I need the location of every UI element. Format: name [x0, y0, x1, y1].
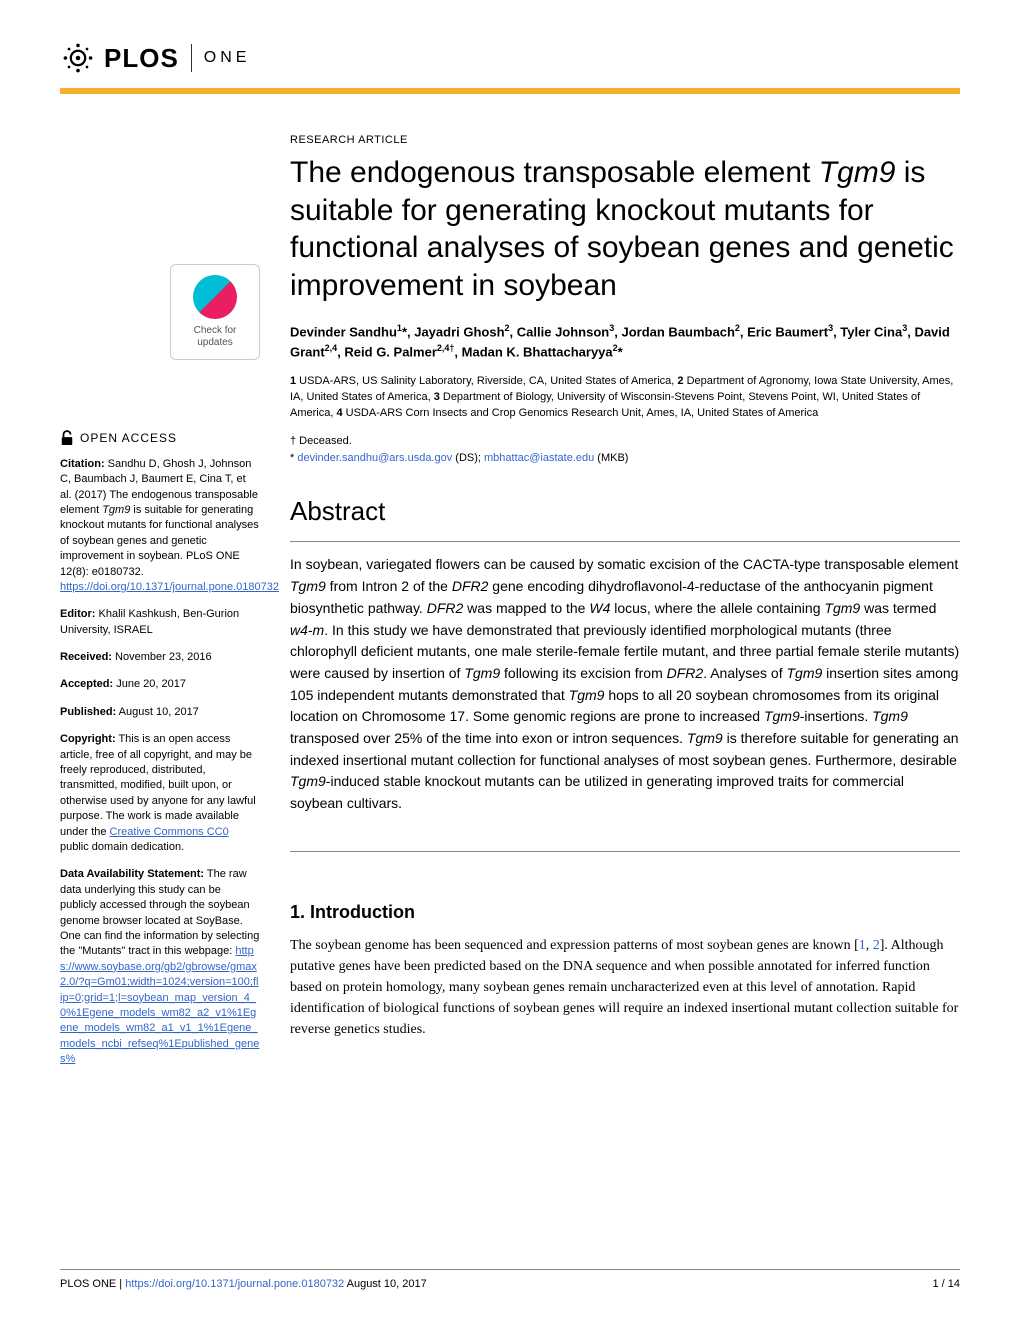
deceased-note: † Deceased.: [290, 433, 960, 450]
copyright-text: This is an open access article, free of …: [60, 733, 256, 837]
abstract-heading: Abstract: [290, 496, 960, 527]
article-title: The endogenous transposable element Tgm9…: [290, 154, 960, 304]
editor-label: Editor:: [60, 608, 95, 620]
header-divider: [191, 44, 192, 72]
abstract-rule-top: [290, 541, 960, 542]
ref-1-link[interactable]: 1: [859, 938, 866, 953]
data-link[interactable]: https://www.soybase.org/gb2/gbrowse/gmax…: [60, 945, 259, 1065]
published-label: Published:: [60, 706, 116, 718]
crossmark-badge[interactable]: Check for updates: [170, 264, 260, 360]
page-footer: PLOS ONE | https://doi.org/10.1371/journ…: [60, 1269, 960, 1290]
intro-paragraph: The soybean genome has been sequenced an…: [290, 935, 960, 1040]
received-text: November 23, 2016: [112, 651, 212, 663]
crossmark-text: Check for updates: [179, 325, 251, 349]
footer-doi-link[interactable]: https://doi.org/10.1371/journal.pone.018…: [125, 1278, 344, 1290]
plos-icon: [60, 40, 96, 76]
article-type: RESEARCH ARTICLE: [290, 134, 960, 146]
sidebar: Check for updates OPEN ACCESS Citation: …: [60, 134, 260, 1079]
citation-doi-link[interactable]: https://doi.org/10.1371/journal.pone.018…: [60, 581, 279, 593]
page-number: 1 / 14: [932, 1278, 960, 1290]
footer-date: August 10, 2017: [344, 1278, 427, 1290]
correspondence: † Deceased. * devinder.sandhu@ars.usda.g…: [290, 433, 960, 466]
data-label: Data Availability Statement:: [60, 868, 204, 880]
section-heading: 1. Introduction: [290, 902, 960, 923]
data-text: The raw data underlying this study can b…: [60, 868, 259, 957]
accepted-text: June 20, 2017: [113, 678, 186, 690]
copyright-tail: public domain dedication.: [60, 841, 184, 853]
main-content: RESEARCH ARTICLE The endogenous transpos…: [290, 134, 960, 1079]
received-block: Received: November 23, 2016: [60, 650, 260, 665]
corr-email-1[interactable]: devinder.sandhu@ars.usda.gov: [297, 452, 452, 464]
copyright-label: Copyright:: [60, 733, 116, 745]
crossmark-icon: [193, 275, 237, 319]
plos-wordmark: PLOS: [104, 43, 179, 74]
abstract-body: In soybean, variegated flowers can be ca…: [290, 554, 960, 832]
cc0-link[interactable]: Creative Commons CC0: [110, 826, 229, 838]
open-access-label: OPEN ACCESS: [80, 430, 177, 447]
journal-name: ONE: [204, 49, 251, 67]
journal-header: PLOS ONE: [60, 40, 960, 76]
citation-text: Sandhu D, Ghosh J, Johnson C, Baumbach J…: [60, 458, 259, 578]
citation-label: Citation:: [60, 458, 105, 470]
ref-2-link[interactable]: 2: [873, 938, 880, 953]
footer-journal: PLOS ONE |: [60, 1278, 125, 1290]
affiliations: 1 USDA-ARS, US Salinity Laboratory, Rive…: [290, 374, 960, 422]
received-label: Received:: [60, 651, 112, 663]
corr-email-2[interactable]: mbhattac@iastate.edu: [484, 452, 594, 464]
lock-open-icon: [60, 430, 74, 446]
plos-logo: PLOS: [60, 40, 179, 76]
data-availability-block: Data Availability Statement: The raw dat…: [60, 867, 260, 1067]
abstract-rule-bottom: [290, 851, 960, 852]
editor-block: Editor: Khalil Kashkush, Ben-Gurion Univ…: [60, 607, 260, 638]
copyright-block: Copyright: This is an open access articl…: [60, 732, 260, 855]
published-text: August 10, 2017: [116, 706, 199, 718]
accepted-label: Accepted:: [60, 678, 113, 690]
author-list: Devinder Sandhu1*, Jayadri Ghosh2, Calli…: [290, 322, 960, 362]
accepted-block: Accepted: June 20, 2017: [60, 677, 260, 692]
citation-block: Citation: Sandhu D, Ghosh J, Johnson C, …: [60, 457, 260, 596]
open-access-badge: OPEN ACCESS: [60, 430, 260, 447]
accent-bar: [60, 88, 960, 94]
published-block: Published: August 10, 2017: [60, 705, 260, 720]
